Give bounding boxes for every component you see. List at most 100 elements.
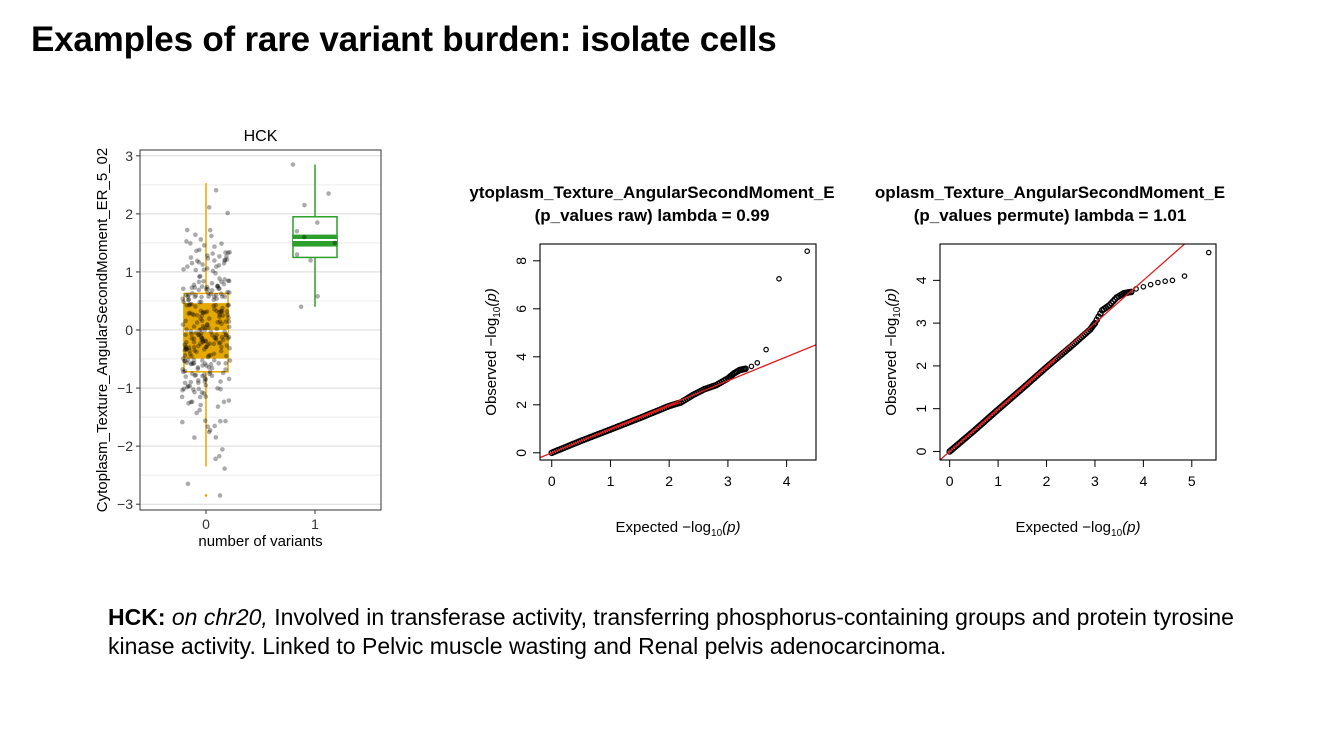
- x-axis-label-word: Expected −log: [1016, 519, 1112, 536]
- data-point: [192, 389, 197, 395]
- data-point: [218, 340, 223, 346]
- data-point: [209, 280, 215, 286]
- data-point: [206, 353, 212, 358]
- data-point: [183, 347, 189, 352]
- data-point: [187, 348, 192, 353]
- y-tick-label: 0: [513, 449, 529, 457]
- data-point: [201, 391, 207, 396]
- data-point: [217, 276, 222, 281]
- data-point: [223, 319, 229, 324]
- qq-point: [1162, 278, 1168, 285]
- data-point: [202, 327, 208, 333]
- x-tick-label: 5: [1188, 473, 1196, 489]
- data-point: [203, 310, 208, 315]
- y-tick-label: 3: [913, 319, 929, 327]
- y-tick-label: 1: [913, 405, 929, 413]
- data-point: [204, 284, 210, 290]
- x-axis-label: Expected −log10(p): [616, 519, 741, 539]
- data-point: [218, 418, 223, 424]
- data-point: [194, 312, 200, 318]
- data-point: [213, 264, 219, 269]
- data-point: [180, 356, 186, 361]
- data-point: [225, 312, 230, 318]
- data-point: [222, 466, 227, 471]
- data-point: [218, 348, 224, 354]
- y-tick-label: 4: [513, 353, 529, 361]
- data-point: [197, 394, 203, 400]
- data-point: [205, 424, 211, 429]
- data-point: [219, 334, 225, 340]
- data-point: [180, 296, 185, 302]
- data-point: [191, 344, 197, 350]
- gene-location: on chr20,: [171, 604, 268, 630]
- qq-point: [1091, 319, 1099, 327]
- data-point: [184, 339, 189, 345]
- data-point: [227, 249, 232, 255]
- data-point: [215, 283, 220, 289]
- data-point: [205, 342, 211, 348]
- data-point: [199, 294, 204, 300]
- data-point: [201, 278, 206, 284]
- data-point: [200, 338, 206, 344]
- x-tick-label: 1: [994, 473, 1002, 489]
- qq-plot-raw-chart: ytoplasm_Texture_AngularSecondMoment_E (p…: [469, 183, 834, 539]
- y-tick-label: 2: [913, 362, 929, 370]
- data-point: [211, 358, 217, 363]
- data-point: [218, 308, 224, 314]
- data-point: [186, 297, 192, 302]
- data-point: [198, 402, 203, 408]
- data-point: [202, 418, 208, 423]
- gene-label: HCK:: [108, 604, 166, 630]
- data-point: [191, 336, 197, 341]
- data-point: [182, 353, 188, 358]
- data-point: [203, 338, 208, 344]
- data-point: [203, 338, 209, 344]
- data-point: [199, 335, 205, 341]
- x-tick-label: 0: [202, 516, 210, 532]
- data-point: [201, 267, 207, 273]
- data-point: [208, 291, 214, 297]
- data-point: [191, 339, 197, 345]
- data-point: [219, 309, 225, 314]
- plot-area: [540, 248, 816, 459]
- data-point: [225, 250, 231, 256]
- y-tick-label: 0: [125, 322, 133, 338]
- data-point: [222, 277, 228, 282]
- data-point: [196, 260, 202, 265]
- data-point: [216, 263, 222, 268]
- data-point: [186, 345, 192, 350]
- qq-point: [1181, 273, 1188, 279]
- data-point: [186, 302, 192, 308]
- data-point: [221, 399, 227, 405]
- data-point: [183, 332, 188, 338]
- chart-title-line2: (p_values raw) lambda = 0.99: [535, 206, 770, 225]
- data-point: [227, 358, 233, 363]
- data-point: [332, 240, 338, 246]
- data-point: [199, 313, 205, 319]
- chart-title-line1: ytoplasm_Texture_AngularSecondMoment_E: [469, 183, 834, 202]
- y-axis-label-arg: (p): [883, 288, 900, 306]
- data-point: [223, 250, 228, 255]
- x-axis-label: Expected −log10(p): [1016, 519, 1141, 539]
- data-point: [211, 294, 217, 300]
- qq-point: [804, 248, 810, 255]
- data-point: [204, 309, 210, 314]
- data-point: [188, 255, 194, 260]
- data-point: [224, 353, 229, 359]
- data-point: [213, 292, 219, 298]
- data-point: [217, 286, 222, 291]
- data-point: [195, 365, 201, 370]
- data-point: [190, 387, 196, 392]
- data-point: [199, 330, 204, 336]
- x-tick-label: 2: [665, 473, 673, 489]
- qq-point: [1155, 279, 1161, 286]
- y-tick-label: 4: [913, 276, 929, 284]
- qq-point: [776, 276, 782, 282]
- data-point: [188, 379, 194, 385]
- data-point: [193, 232, 198, 238]
- qq-point: [1097, 310, 1104, 317]
- data-point: [206, 365, 212, 370]
- data-point: [183, 318, 188, 324]
- data-point: [209, 365, 215, 371]
- data-point: [184, 239, 189, 244]
